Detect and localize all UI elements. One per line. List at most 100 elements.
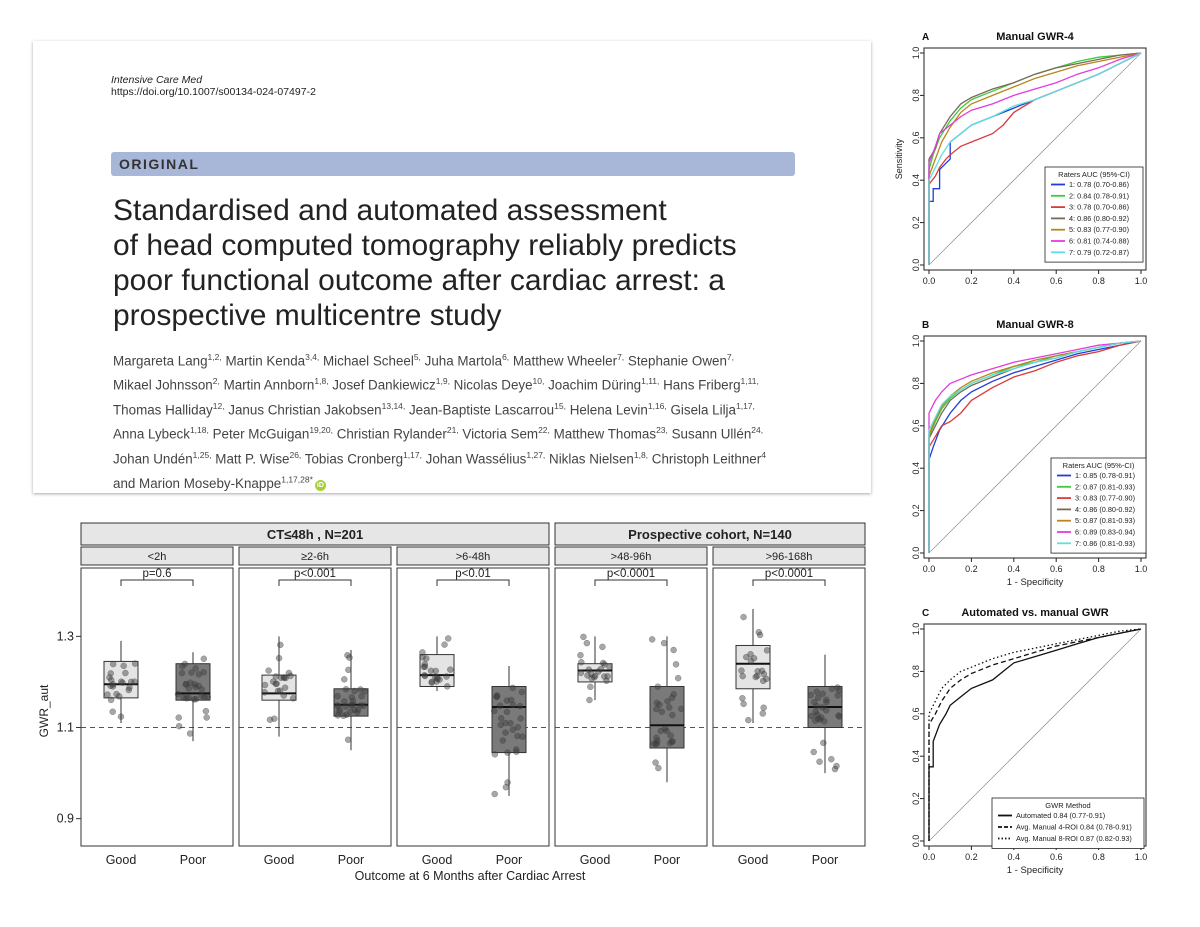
data-point <box>669 711 676 719</box>
data-point <box>131 678 138 685</box>
data-point <box>584 672 591 679</box>
data-point <box>760 670 768 678</box>
x-tick-label: 0.8 <box>1092 276 1105 286</box>
data-point <box>188 669 195 676</box>
data-point <box>652 740 659 748</box>
y-tick-label: 0.6 <box>911 420 921 433</box>
data-point <box>577 669 585 677</box>
x-tick-label: 0.4 <box>1008 564 1021 574</box>
data-point <box>180 694 187 701</box>
data-point <box>833 762 840 770</box>
data-point <box>272 673 280 680</box>
data-point <box>182 681 190 688</box>
data-point <box>823 698 830 706</box>
data-point <box>763 647 771 654</box>
doi-link[interactable]: https://doi.org/10.1007/s00134-024-07497… <box>111 86 316 98</box>
p-value: p<0.0001 <box>765 568 813 580</box>
legend-title: GWR Method <box>1045 801 1090 810</box>
group-strip-2 <box>554 522 866 546</box>
data-point <box>516 702 524 710</box>
data-point <box>444 635 452 642</box>
box-poor <box>491 685 527 754</box>
data-point <box>195 671 203 678</box>
roc-curve <box>928 628 1142 841</box>
data-point <box>269 678 277 685</box>
roc-curve <box>928 340 1142 553</box>
x-tick-label: Poor <box>496 853 522 867</box>
data-point <box>277 641 284 649</box>
data-point <box>652 759 659 766</box>
y-tick-label: 0.2 <box>911 792 921 805</box>
data-point <box>342 685 350 693</box>
legend-title: Raters AUC (95%-CI) <box>1063 461 1135 470</box>
data-point <box>107 670 114 677</box>
data-point <box>272 680 279 688</box>
roc-curve <box>928 340 1142 553</box>
data-point <box>360 702 367 710</box>
data-point <box>192 665 199 672</box>
data-point <box>597 665 605 673</box>
data-point <box>668 694 676 702</box>
data-point <box>109 683 117 690</box>
data-point <box>174 690 182 698</box>
data-point <box>447 666 454 673</box>
data-point <box>654 683 662 690</box>
data-point <box>345 666 352 674</box>
box-good <box>261 674 297 701</box>
data-point <box>419 649 426 656</box>
data-point <box>816 758 823 765</box>
legend-entry: 6: 0.89 (0.83-0.94) <box>1075 528 1135 537</box>
panel-letter: C <box>922 608 929 619</box>
data-point <box>344 736 352 744</box>
y-tick-label: 0.0 <box>911 259 921 272</box>
p-value: p=0.6 <box>142 568 171 580</box>
group-label: CT≤48h , N=201 <box>267 527 363 542</box>
data-point <box>504 779 511 786</box>
panel-strip <box>554 546 708 566</box>
y-tick-label: 0.8 <box>911 89 921 102</box>
x-tick-label: 0.6 <box>1050 564 1063 574</box>
data-point <box>831 765 839 773</box>
data-point <box>261 681 269 689</box>
data-point <box>507 720 514 727</box>
box-good <box>735 644 771 690</box>
p-value-bracket <box>278 579 352 586</box>
data-point <box>271 715 278 722</box>
data-point <box>657 727 665 735</box>
data-point <box>342 703 349 710</box>
legend-box <box>991 797 1145 849</box>
y-tick-label: 0.6 <box>911 708 921 721</box>
author-list: Margareta Lang1,2, Martin Kenda3,4, Mich… <box>113 347 853 494</box>
legend-entry: Avg. Manual 4-ROI 0.84 (0.78-0.91) <box>1016 823 1132 832</box>
title-line: Standardised and automated assessment <box>113 194 667 227</box>
data-point <box>595 668 602 675</box>
data-point <box>420 663 428 671</box>
legend-entry: 2: 0.87 (0.81-0.93) <box>1075 482 1135 491</box>
data-point <box>577 651 584 659</box>
data-point <box>186 730 194 737</box>
data-point <box>509 726 517 734</box>
x-tick-label: 0.0 <box>923 564 936 574</box>
y-tick-label: 1.0 <box>911 623 921 636</box>
data-point <box>282 674 289 682</box>
data-point <box>604 673 611 680</box>
box-good <box>419 654 455 687</box>
journal-name: Intensive Care Med <box>111 74 203 86</box>
panel-frame <box>80 567 234 847</box>
data-point <box>281 684 289 691</box>
data-point <box>828 755 835 763</box>
data-point <box>814 694 822 702</box>
orcid-icon[interactable]: iD <box>314 479 326 491</box>
panel-letter: A <box>922 32 929 43</box>
data-point <box>835 712 842 719</box>
group-strip-1 <box>80 522 550 546</box>
legend-entry: 2: 0.84 (0.78-0.91) <box>1069 191 1129 200</box>
data-point <box>754 672 761 680</box>
x-axis-label: Outcome at 6 Months after Cardiac Arrest <box>355 869 586 883</box>
data-point <box>507 696 515 704</box>
panel-strip <box>712 546 866 566</box>
author-line: Mikael Johnsson2, Martin Annborn1,8, Jos… <box>113 376 759 393</box>
p-value: p<0.001 <box>294 568 336 580</box>
data-point <box>586 696 593 704</box>
x-tick-label: Poor <box>654 853 680 867</box>
